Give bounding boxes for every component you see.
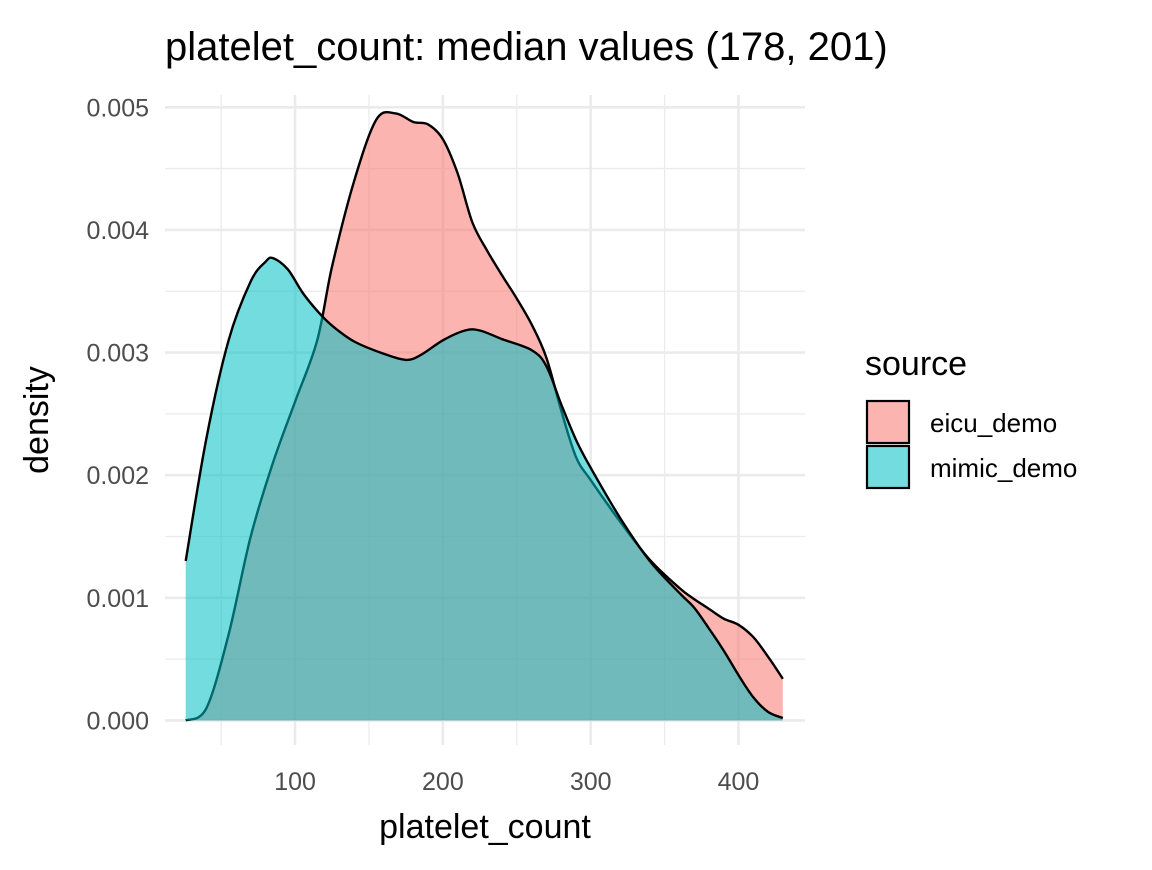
x-tick-label: 300 [570,768,612,796]
legend: source eicu_demo mimic_demo [865,345,1077,490]
legend-keys: eicu_demo mimic_demo [865,399,1077,490]
density-areas [184,110,784,722]
x-tick-label: 200 [422,768,464,796]
y-tick-label: 0.003 [86,340,149,368]
y-tick-label: 0.001 [86,585,149,613]
tick-labels: 100 200 300 400 0.000 0.001 0.002 0.003 0.004 0.0… [86,94,759,796]
x-tick-label: 400 [718,768,760,796]
y-tick-label: 0.004 [86,217,149,245]
density-area-mimic_demo [185,257,783,721]
legend-swatch-eicu_demo [865,399,911,445]
legend-label-mimic_demo: mimic_demo [930,453,1077,483]
y-tick-label: 0.005 [86,94,149,122]
y-axis-title: density [18,366,56,474]
density-outline-mimic_demo [184,256,784,720]
legend-title: source [865,345,967,383]
x-tick-label: 100 [274,768,316,796]
chart-title: platelet_count: median values (178, 201) [165,25,888,69]
legend-swatch-mimic_demo [865,444,911,490]
x-axis-title: platelet_count [379,808,591,846]
y-tick-label: 0.000 [86,707,149,735]
y-tick-label: 0.002 [86,462,149,490]
legend-label-eicu_demo: eicu_demo [930,408,1057,438]
